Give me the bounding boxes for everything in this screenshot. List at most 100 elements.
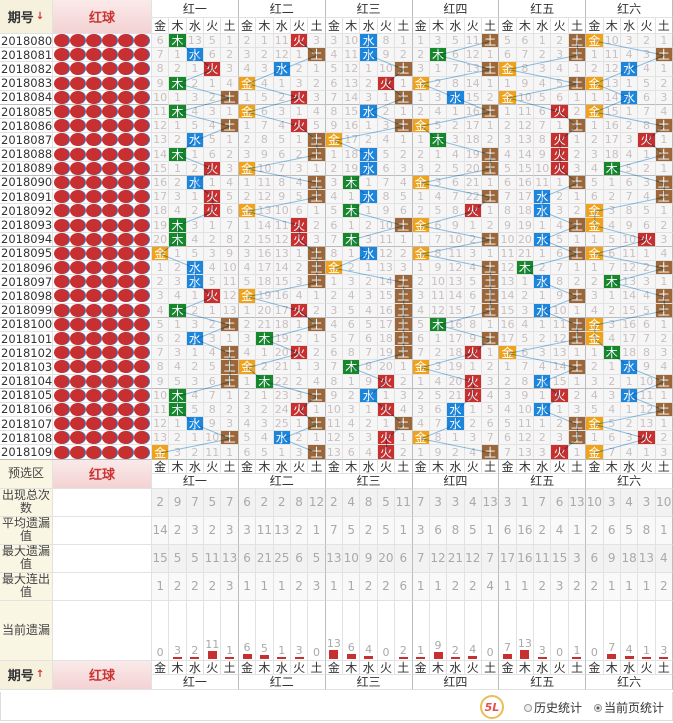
omission-cell: 5 (499, 161, 517, 176)
stat-value: 9 (169, 488, 187, 517)
omission-cell: 10 (221, 261, 239, 276)
red-ball (70, 133, 85, 147)
omission-cell: 3 (360, 289, 378, 304)
hit-fire: 火 (638, 431, 656, 446)
radio-icon[interactable] (524, 703, 532, 712)
omission-cell: 3 (655, 90, 673, 105)
red-ball (86, 346, 101, 360)
hit-water: 水 (360, 48, 378, 63)
omission-bar (173, 656, 183, 659)
omission-cell: 13 (516, 133, 535, 148)
omission-cell: 3 (603, 317, 621, 332)
omission-cell: 3 (412, 289, 430, 304)
sort-up-icon[interactable]: ↑ (35, 669, 45, 681)
omission-cell: 8 (516, 374, 535, 389)
sort-down-icon[interactable]: ↓ (35, 11, 45, 22)
issue-number: 2018088 (0, 147, 53, 162)
red-ball (86, 119, 101, 133)
footer-element-2: 水 (360, 660, 378, 675)
red-ball (102, 62, 117, 76)
red-ball (54, 289, 69, 303)
omission-cell: 1 (568, 190, 587, 205)
hit-earth: 土 (308, 317, 326, 332)
omission-cell: 6 (534, 104, 552, 120)
omission-cell: 1 (655, 133, 673, 148)
hit-earth: 土 (308, 261, 326, 276)
omission-cell: 2 (186, 161, 205, 176)
omission-cell: 1 (603, 360, 621, 375)
omission-cell: 5 (586, 402, 604, 418)
stat-value: 1 (395, 516, 413, 545)
stat-value: 16 (516, 544, 535, 573)
omission-cell: 1 (412, 374, 430, 389)
hit-wood: 木 (603, 275, 621, 290)
omission-cell: 6 (204, 147, 222, 162)
omission-cell: 14 (603, 90, 621, 105)
stat-value: 25 (273, 544, 291, 573)
hit-gold: 金 (586, 246, 604, 261)
stat-value: 15 (551, 544, 569, 573)
stat-blank (53, 572, 152, 601)
omission-cell: 4 (516, 317, 535, 332)
omission-cell: 3 (343, 275, 361, 290)
hit-water: 水 (620, 388, 639, 403)
omission-cell: 13 (325, 445, 344, 460)
omission-cell: 1 (464, 402, 482, 418)
hit-water: 水 (360, 161, 378, 176)
hit-earth: 土 (308, 388, 326, 403)
page-stats-radio[interactable]: 当前页统计 (594, 699, 664, 716)
omission-cell: 14 (377, 275, 396, 290)
red-balls (53, 218, 152, 233)
radio-selected-icon[interactable] (594, 703, 602, 712)
omission-cell: 8 (429, 431, 448, 446)
stat-value: 8 (638, 516, 656, 545)
issue-header[interactable]: 期号 ↓ (0, 0, 53, 34)
omission-cell: 2 (603, 190, 621, 205)
stat-value: 3 (221, 516, 239, 545)
red-ball (102, 388, 117, 402)
omission-cell: 3 (186, 90, 205, 105)
current-omission-number: 2 (399, 643, 407, 657)
omission-cell: 3 (186, 374, 205, 389)
omission-cell: 12 (638, 402, 656, 418)
history-stats-radio[interactable]: 历史统计 (524, 699, 582, 716)
omission-cell: 3 (204, 331, 222, 347)
omission-cell: 14 (620, 289, 639, 304)
omission-cell: 2 (464, 417, 482, 432)
omission-cell: 7 (325, 90, 344, 105)
footer-element-4: 土 (655, 660, 673, 675)
omission-cell: 11 (343, 48, 361, 63)
stat-value: 14 (152, 516, 170, 545)
stat-value: 13 (638, 544, 656, 573)
red-ball (54, 133, 69, 147)
stat-value: 13 (481, 488, 500, 517)
hit-fire: 火 (290, 119, 309, 134)
red-ball (70, 360, 85, 374)
preselect-group-3: 红三 (325, 473, 413, 489)
omission-cell: 10 (447, 232, 465, 247)
stat-value: 8 (447, 516, 465, 545)
omission-cell: 1 (481, 175, 500, 191)
omission-cell: 1 (204, 175, 222, 191)
red-ball (70, 402, 85, 416)
header-element-4: 土 (481, 18, 500, 34)
footer-element-3: 火 (638, 660, 656, 675)
header-element-4: 土 (395, 18, 413, 34)
red-ball (134, 445, 149, 459)
footer-element-4: 土 (481, 660, 500, 675)
stat-value: 2 (464, 572, 482, 601)
red-ball (134, 360, 149, 374)
omission-cell: 1 (638, 147, 656, 162)
stat-value: 1 (429, 572, 448, 601)
omission-cell: 2 (325, 289, 344, 304)
omission-cell: 2 (343, 388, 361, 403)
red-ball (118, 105, 133, 119)
omission-cell: 5 (186, 402, 205, 418)
issue-footer-header[interactable]: 期号 ↑ (0, 660, 53, 690)
stat-value: 1 (499, 572, 517, 601)
red-ball (54, 90, 69, 104)
red-balls (53, 104, 152, 120)
omission-cell: 16 (603, 119, 621, 134)
red-ball (118, 76, 133, 90)
red-ball (70, 48, 85, 62)
